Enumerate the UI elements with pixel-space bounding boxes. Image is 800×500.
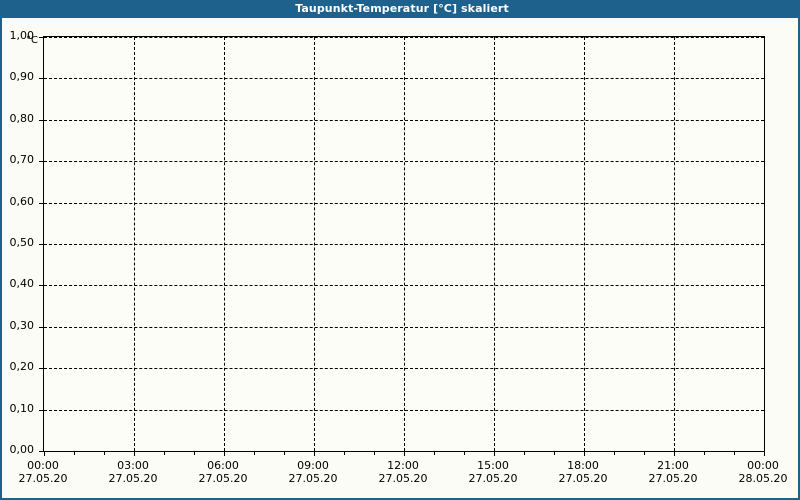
vertical-gridline bbox=[134, 37, 135, 451]
vertical-gridline bbox=[314, 37, 315, 451]
x-axis-tick bbox=[404, 451, 405, 456]
x-axis-tick bbox=[764, 451, 765, 456]
x-axis-minor-tick bbox=[164, 451, 165, 455]
x-axis-tick bbox=[224, 451, 225, 456]
y-axis-tick-label: 0,70 bbox=[9, 153, 35, 167]
x-axis-minor-tick bbox=[614, 451, 615, 455]
y-axis-tick bbox=[39, 202, 43, 204]
page-title: Taupunkt-Temperatur [°C] skaliert bbox=[295, 2, 509, 15]
x-axis-tick-time: 09:00 bbox=[297, 459, 329, 472]
x-axis-tick-date: 28.05.20 bbox=[738, 472, 788, 485]
x-axis-tick-label: 21:00 27.05.20 bbox=[628, 459, 718, 485]
plot-area bbox=[39, 36, 765, 456]
x-axis-tick-date: 27.05.20 bbox=[378, 472, 428, 485]
y-axis-tick bbox=[39, 37, 43, 38]
x-axis-tick-date: 27.05.20 bbox=[648, 472, 698, 485]
x-axis-tick-date: 27.05.20 bbox=[18, 472, 68, 485]
x-axis-tick bbox=[674, 451, 675, 456]
x-axis-tick-time: 00:00 bbox=[27, 459, 59, 472]
y-axis-tick bbox=[39, 119, 43, 121]
y-axis-tick-label: 0,50 bbox=[9, 236, 35, 249]
window-titlebar: Taupunkt-Temperatur [°C] skaliert bbox=[2, 0, 798, 18]
x-axis-minor-tick bbox=[554, 451, 555, 455]
x-axis-tick bbox=[134, 451, 135, 456]
x-axis-tick-label: 09:00 27.05.20 bbox=[268, 459, 358, 485]
x-axis-tick-label: 15:00 27.05.20 bbox=[448, 459, 538, 485]
y-axis-tick bbox=[39, 78, 43, 80]
x-axis-tick bbox=[44, 451, 45, 456]
x-axis-minor-tick bbox=[734, 451, 735, 455]
x-axis-minor-tick bbox=[104, 451, 105, 455]
x-axis-tick-date: 27.05.20 bbox=[198, 472, 248, 485]
x-axis-tick-date: 27.05.20 bbox=[468, 472, 518, 485]
x-axis-tick-date: 27.05.20 bbox=[108, 472, 158, 485]
y-axis-tick-label: 0,60 bbox=[9, 194, 35, 208]
x-axis-minor-tick bbox=[704, 451, 705, 455]
x-axis-tick-time: 15:00 bbox=[477, 459, 509, 472]
y-axis-tick-label: 0,40 bbox=[9, 277, 35, 291]
x-axis-tick-label: 00:00 28.05.20 bbox=[718, 459, 798, 485]
x-axis-tick-time: 21:00 bbox=[657, 459, 689, 472]
vertical-gridline bbox=[584, 37, 585, 451]
x-axis-tick bbox=[314, 451, 315, 456]
x-axis-minor-tick bbox=[344, 451, 345, 455]
y-axis-tick-label: 0,20 bbox=[9, 360, 35, 374]
x-axis-tick-label: 00:00 27.05.20 bbox=[2, 459, 88, 485]
y-axis-tick bbox=[39, 285, 43, 287]
y-axis-unit-label: °C bbox=[26, 35, 38, 46]
y-axis-tick bbox=[39, 409, 43, 411]
x-axis-tick-time: 03:00 bbox=[117, 459, 149, 472]
y-axis-tick-label: 0,10 bbox=[9, 401, 35, 415]
y-axis-tick bbox=[39, 244, 43, 245]
y-axis-tick-label: 0,90 bbox=[9, 70, 35, 84]
x-axis-minor-tick bbox=[434, 451, 435, 455]
x-axis-tick-date: 27.05.20 bbox=[288, 472, 338, 485]
vertical-gridline bbox=[494, 37, 495, 451]
x-axis-tick bbox=[494, 451, 495, 456]
x-axis-minor-tick bbox=[74, 451, 75, 455]
x-axis-minor-tick bbox=[374, 451, 375, 455]
x-axis-tick-label: 18:00 27.05.20 bbox=[538, 459, 628, 485]
x-axis-minor-tick bbox=[464, 451, 465, 455]
vertical-gridline bbox=[674, 37, 675, 451]
x-axis-minor-tick bbox=[524, 451, 525, 455]
vertical-gridline bbox=[224, 37, 225, 451]
x-axis-tick-date: 27.05.20 bbox=[558, 472, 608, 485]
y-axis-tick-label: 1,00 bbox=[9, 29, 35, 42]
y-axis-tick-label: 0,80 bbox=[9, 111, 35, 125]
x-axis-tick-time: 12:00 bbox=[387, 459, 419, 472]
y-axis-tick-label: 0,00 bbox=[9, 443, 35, 456]
x-axis-tick bbox=[584, 451, 585, 456]
x-axis-tick-time: 00:00 bbox=[747, 459, 779, 472]
vertical-gridline bbox=[404, 37, 405, 451]
y-axis-tick-label: 0,30 bbox=[9, 318, 35, 332]
x-axis-tick-time: 06:00 bbox=[207, 459, 239, 472]
x-axis-tick-label: 06:00 27.05.20 bbox=[178, 459, 268, 485]
y-axis-tick bbox=[39, 368, 43, 370]
y-axis-tick bbox=[39, 326, 43, 328]
x-axis-tick-label: 12:00 27.05.20 bbox=[358, 459, 448, 485]
y-axis-tick bbox=[39, 161, 43, 163]
x-axis-minor-tick bbox=[254, 451, 255, 455]
x-axis-minor-tick bbox=[284, 451, 285, 455]
x-axis-tick-label: 03:00 27.05.20 bbox=[88, 459, 178, 485]
x-axis-tick-time: 18:00 bbox=[567, 459, 599, 472]
x-axis-minor-tick bbox=[644, 451, 645, 455]
y-axis-tick bbox=[39, 451, 43, 452]
x-axis-minor-tick bbox=[194, 451, 195, 455]
